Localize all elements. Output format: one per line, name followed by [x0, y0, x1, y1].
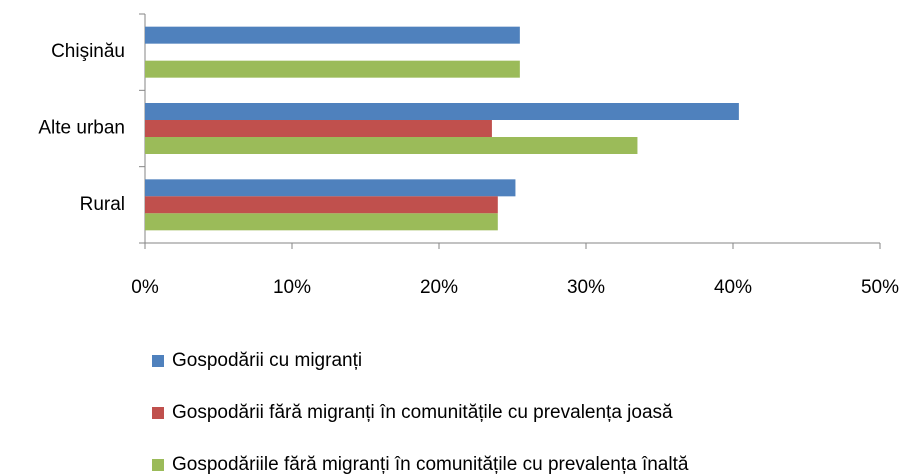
x-tick-label: 10%: [273, 277, 311, 298]
bar: [145, 120, 492, 137]
legend-swatch: [152, 407, 164, 419]
x-tick-label: 30%: [567, 277, 605, 298]
legend-label: Gospodării fără migranți în comunitățile…: [172, 402, 673, 423]
y-tick-label: Rural: [80, 194, 125, 215]
bar: [145, 213, 498, 231]
x-tick-label: 40%: [714, 277, 752, 298]
bar: [145, 103, 739, 120]
y-tick-label: Chişinău: [51, 41, 125, 62]
x-tick-label: 0%: [131, 277, 159, 298]
legend-swatch: [152, 459, 164, 471]
bar: [145, 137, 638, 154]
bar: [145, 26, 520, 44]
x-tick-label: 50%: [861, 277, 899, 298]
bar: [145, 179, 516, 197]
y-tick-label: Alte urban: [38, 118, 125, 139]
x-tick-label: 20%: [420, 277, 458, 298]
bar: [145, 196, 498, 214]
bar: [145, 60, 520, 78]
legend-label: Gospodăriile fără migranți în comunități…: [172, 454, 689, 474]
legend-label: Gospodării cu migranți: [172, 350, 362, 371]
legend-swatch: [152, 355, 164, 367]
